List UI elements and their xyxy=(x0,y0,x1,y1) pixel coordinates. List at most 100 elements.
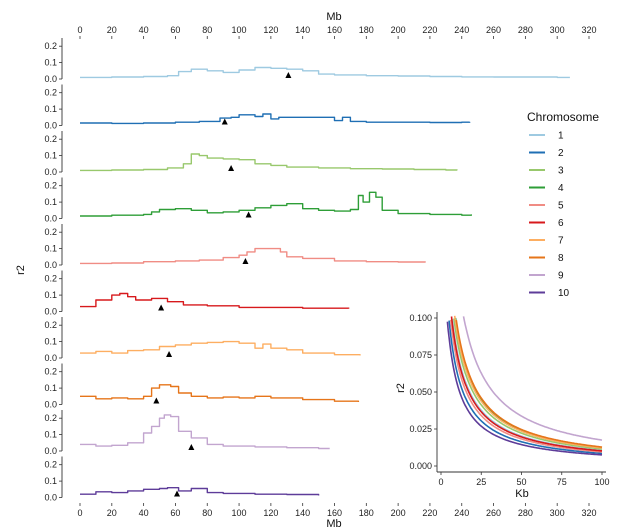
bottom-x-tick-label: 0 xyxy=(77,508,82,518)
chromosome-panel-9: 0.0 0.1 0.2 xyxy=(44,410,330,456)
panel-y-tick-label: 0.1 xyxy=(44,290,57,300)
inset-y-tick-label: 0.050 xyxy=(409,387,432,397)
panel-y-tick-label: 0.0 xyxy=(44,400,57,410)
chromosome-panel-3: 0.0 0.1 0.2 xyxy=(44,131,458,177)
panel-y-tick-label: 0.1 xyxy=(44,151,57,161)
bottom-x-tick-label: 240 xyxy=(454,508,469,518)
series-line-chr8 xyxy=(80,384,360,402)
top-x-tick-label: 160 xyxy=(327,25,342,35)
legend-label: 4 xyxy=(558,183,564,194)
chromosome-panel-7: 0.0 0.1 0.2 xyxy=(44,317,361,363)
inset-decay-curve-chr7 xyxy=(453,315,602,449)
bottom-x-tick-label: 200 xyxy=(391,508,406,518)
top-x-tick-label: 60 xyxy=(170,25,180,35)
panel-y-tick-label: 0.0 xyxy=(44,260,57,270)
inset-decay-curve-chr3 xyxy=(453,318,603,450)
top-x-tick-label: 80 xyxy=(202,25,212,35)
top-x-axis: 0 20 40 60 80 100 120 140 160 180 200 220 240 260 280 3… xyxy=(77,25,597,39)
legend-label: 2 xyxy=(558,148,564,159)
panel-y-tick-label: 0.1 xyxy=(44,104,57,114)
bottom-x-tick-label: 160 xyxy=(327,508,342,518)
series-line-chr10 xyxy=(80,487,320,496)
panel-y-tick-label: 0.0 xyxy=(44,167,57,177)
chromosome-panel-2: 0.0 0.1 0.2 xyxy=(44,84,471,131)
centromere-marker xyxy=(166,351,173,357)
panel-y-tick-label: 0.0 xyxy=(44,74,57,84)
inset-panel: Kb r2 0.000 0.025 0.050 0.075 0.100 0 25 50 75 10… xyxy=(395,312,610,500)
chromosome-panel-8: 0.0 0.1 0.2 xyxy=(44,363,360,410)
panel-y-tick-label: 0.0 xyxy=(44,214,57,224)
panel-y-tick-label: 0.1 xyxy=(44,430,57,440)
bottom-x-tick-label: 20 xyxy=(107,508,117,518)
top-x-tick-label: 100 xyxy=(232,25,247,35)
series-line-chr5 xyxy=(80,247,426,265)
inset-y-tick-label: 0.100 xyxy=(409,313,432,323)
panel-y-tick-label: 0.1 xyxy=(44,244,57,254)
top-x-tick-label: 20 xyxy=(107,25,117,35)
inset-y-tick-label: 0.075 xyxy=(409,350,432,360)
series-line-chr7 xyxy=(80,340,361,356)
chromosome-panel-10: 0.0 0.1 0.2 xyxy=(44,456,320,503)
panel-y-tick-label: 0.0 xyxy=(44,121,57,131)
legend-label: 7 xyxy=(558,236,564,247)
legend-title: Chromosome xyxy=(527,110,599,124)
series-line-chr6 xyxy=(80,292,350,309)
legend-label: 5 xyxy=(558,201,564,212)
series-line-chr1 xyxy=(80,66,570,79)
centromere-marker xyxy=(174,490,181,497)
series-line-chr4 xyxy=(80,191,472,217)
panel-y-tick-label: 0.0 xyxy=(44,493,57,503)
centromere-marker xyxy=(158,304,165,311)
bottom-x-tick-label: 300 xyxy=(550,508,565,518)
bottom-x-tick-label: 120 xyxy=(263,508,278,518)
bottom-x-tick-label: 320 xyxy=(581,508,596,518)
panel-y-tick-label: 0.1 xyxy=(44,197,57,207)
inset-decay-curve-chr5 xyxy=(449,319,602,453)
bottom-x-tick-label: 180 xyxy=(359,508,374,518)
inset-x-tick-label: 75 xyxy=(557,477,567,487)
centromere-marker xyxy=(188,444,195,450)
inset-x-tick-label: 100 xyxy=(594,477,609,487)
panel-y-tick-label: 0.1 xyxy=(44,58,57,68)
bottom-x-tick-label: 220 xyxy=(422,508,437,518)
top-x-tick-label: 180 xyxy=(359,25,374,35)
bottom-x-tick-label: 80 xyxy=(202,508,212,518)
inset-decay-curve-chr8 xyxy=(455,319,603,448)
centromere-marker xyxy=(245,211,252,218)
series-line-chr9 xyxy=(80,414,330,450)
panel-y-tick-label: 0.2 xyxy=(44,274,57,284)
legend-label: 6 xyxy=(558,218,564,229)
bottom-x-axis-title: Mb xyxy=(326,518,341,530)
inset-decay-curve-chr2 xyxy=(448,320,602,455)
top-x-tick-label: 240 xyxy=(454,25,469,35)
inset-y-axis-title: r2 xyxy=(395,383,407,393)
inset-x-tick-label: 50 xyxy=(516,477,526,487)
inset-x-tick-label: 0 xyxy=(438,477,443,487)
centromere-marker xyxy=(153,397,160,404)
panel-y-tick-label: 0.0 xyxy=(44,446,57,456)
series-line-chr3 xyxy=(80,153,458,172)
bottom-x-tick-label: 140 xyxy=(295,508,310,518)
legend-label: 10 xyxy=(558,288,570,299)
panel-y-tick-label: 0.2 xyxy=(44,181,57,191)
chromosome-panel-6: 0.0 0.1 0.2 xyxy=(44,270,350,317)
panel-y-tick-label: 0.2 xyxy=(44,134,57,144)
bottom-x-tick-label: 260 xyxy=(486,508,501,518)
panel-y-tick-label: 0.1 xyxy=(44,476,57,486)
panel-y-tick-label: 0.1 xyxy=(44,383,57,393)
inset-x-axis-title: Kb xyxy=(515,488,528,500)
bottom-x-tick-label: 280 xyxy=(518,508,533,518)
bottom-x-tick-label: 60 xyxy=(170,508,180,518)
chromosome-panel-1: 0.0 0.1 0.2 xyxy=(44,38,570,84)
top-x-tick-label: 260 xyxy=(486,25,501,35)
panel-y-tick-label: 0.2 xyxy=(44,88,57,98)
top-x-tick-label: 320 xyxy=(581,25,596,35)
chromosome-panels: 0.0 0.1 0.2 0.0 0.1 0.2 0.0 0.1 0.2 0.0 0.1 0.2 0.0 0… xyxy=(44,38,570,503)
top-x-tick-label: 220 xyxy=(422,25,437,35)
panel-y-tick-label: 0.0 xyxy=(44,307,57,317)
chromosome-panel-5: 0.0 0.1 0.2 xyxy=(44,224,426,270)
series-line-chr2 xyxy=(80,113,471,125)
inset-decay-curve-chr9 xyxy=(462,316,603,441)
bottom-x-tick-label: 40 xyxy=(139,508,149,518)
